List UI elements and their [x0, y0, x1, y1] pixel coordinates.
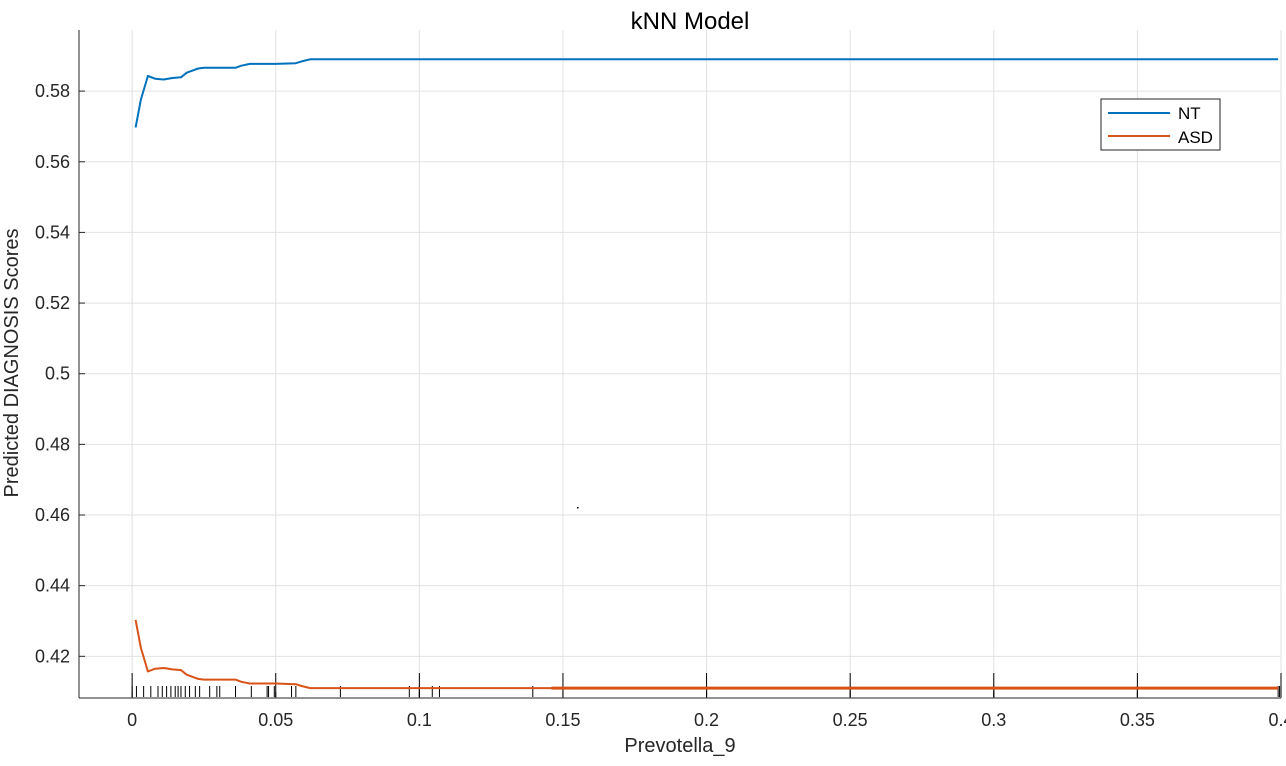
y-tick-label: 0.54: [35, 222, 70, 242]
y-tick-label: 0.58: [35, 81, 70, 101]
x-tick-label: 0.15: [545, 710, 580, 730]
y-tick-label: 0.48: [35, 434, 70, 454]
legend: NT ASD: [1100, 98, 1221, 151]
legend-box: [1100, 98, 1221, 151]
y-tick-label: 0.46: [35, 505, 70, 525]
y-axis-label: Predicted DIAGNOSIS Scores: [1, 229, 23, 498]
series-lines: [134, 58, 1279, 690]
y-tick-label: 0.56: [35, 152, 70, 172]
legend-label-nt: NT: [1178, 104, 1201, 123]
y-tick-label: 0.52: [35, 293, 70, 313]
y-tick-label: 0.44: [35, 576, 70, 596]
legend-label-asd: ASD: [1178, 128, 1213, 147]
grid: [79, 30, 1282, 698]
x-tick-label: 0.3: [981, 710, 1006, 730]
x-tick-label: 0.2: [694, 710, 719, 730]
y-tick-label: 0.42: [35, 646, 70, 666]
chart-title: kNN Model: [631, 8, 750, 35]
x-tick-label: 0.05: [258, 710, 293, 730]
x-tick-label: 0.25: [833, 710, 868, 730]
stray-point-marker: [577, 507, 579, 509]
x-tick-label: 0: [127, 710, 137, 730]
x-tick-label: 0.1: [407, 710, 432, 730]
series-line-nt: [134, 58, 1279, 128]
x-tick-label: 0.4: [1268, 710, 1286, 730]
rug-plot: [131, 673, 1282, 697]
y-tick-label: 0.5: [45, 364, 70, 384]
tick-labels: 0 0.05 0.1 0.15 0.2 0.25 0.3 0.35 0.4 0.42 0.44 0.4…: [35, 81, 1286, 730]
x-tick-label: 0.35: [1120, 710, 1155, 730]
x-axis-label: Prevotella_9: [624, 735, 735, 757]
